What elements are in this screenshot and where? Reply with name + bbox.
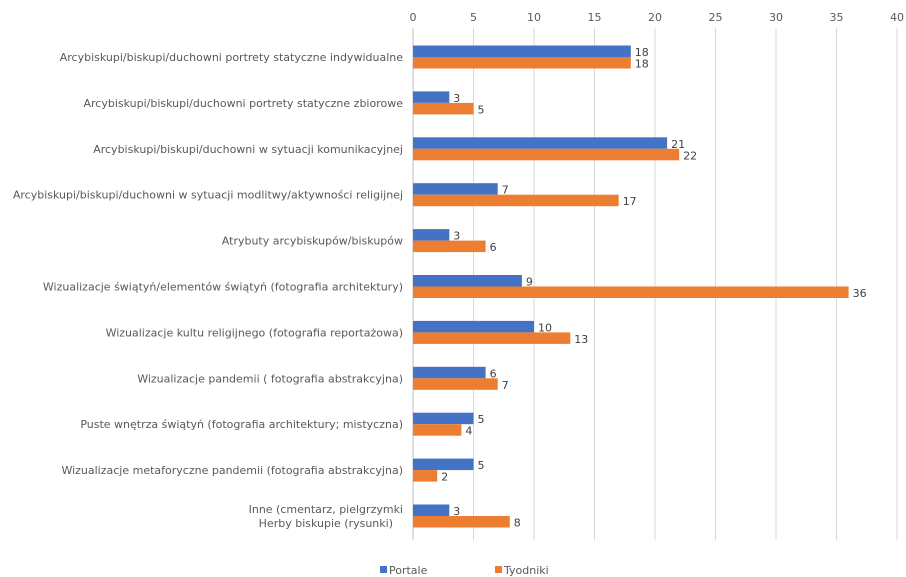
bar-tyodniki (413, 102, 474, 115)
x-tick-label: 35 (830, 11, 844, 24)
x-tick-label: 40 (890, 11, 904, 24)
x-tick-label: 30 (769, 11, 783, 24)
category-label: Puste wnętrza świątyń (fotografia archit… (80, 418, 403, 431)
bar-tyodniki (413, 470, 438, 482)
category-label: Wizualizacje świątyń/elementów świątyń (… (43, 281, 403, 294)
data-label: 13 (574, 333, 588, 346)
data-label: 6 (490, 241, 497, 254)
x-tick-label: 25 (709, 11, 723, 24)
bar-portale (413, 366, 486, 379)
data-label: 5 (478, 413, 485, 426)
bar-portale (413, 504, 450, 516)
x-tick-label: 20 (648, 11, 662, 24)
data-label: 4 (465, 425, 472, 438)
data-label: 10 (538, 321, 552, 334)
category-label: Arcybiskupi/biskupi/duchowni portrety st… (83, 97, 403, 110)
category-label: Wizualizacje pandemii ( fotografia abstr… (137, 372, 403, 385)
category-label: Wizualizacje kultu religijnego (fotograf… (106, 326, 403, 339)
bar-portale (413, 458, 474, 471)
data-label: 3 (453, 230, 460, 243)
category-label: Atrybuty arcybiskupów/biskupów (222, 235, 403, 248)
bar-portale (413, 412, 474, 425)
legend: Portale Tyodniki (380, 564, 549, 577)
bar-tyodniki (413, 57, 631, 69)
data-label: 2 (441, 471, 448, 484)
data-label: 3 (453, 505, 460, 518)
x-tick-label: 5 (470, 11, 477, 24)
legend-swatch (380, 566, 387, 573)
data-label: 22 (683, 149, 697, 162)
category-label: Inne (cmentarz, pielgrzymki Herby biskupi… (249, 503, 403, 530)
bar-portale (413, 183, 498, 195)
category-label: Arcybiskupi/biskupi/duchowni portrety st… (60, 51, 403, 64)
data-label: 18 (635, 46, 649, 59)
category-label: Arcybiskupi/biskupi/duchowni w sytuacji … (93, 143, 403, 156)
category-labels: Arcybiskupi/biskupi/duchowni portrety st… (13, 51, 403, 530)
bar-tyodniki (413, 240, 486, 253)
data-label: 6 (490, 367, 497, 380)
data-label: 18 (635, 58, 649, 71)
bar-tyodniki (413, 424, 462, 436)
data-label: 36 (853, 287, 867, 300)
category-label: Wizualizacje metaforyczne pandemii (foto… (61, 464, 403, 477)
bar-tyodniki (413, 332, 571, 344)
bar-portale (413, 275, 522, 287)
bar-portale (413, 320, 534, 333)
bar-tyodniki (413, 378, 498, 390)
data-label: 21 (671, 138, 685, 151)
category-label: Arcybiskupi/biskupi/duchowni w sytuacji … (13, 189, 403, 202)
bar-portale (413, 229, 450, 241)
x-tick-label: 0 (410, 11, 417, 24)
x-tick-label: 15 (588, 11, 602, 24)
data-label: 3 (453, 92, 460, 105)
bar-tyodniki (413, 194, 619, 207)
legend-label: Portale (389, 564, 428, 577)
data-label: 8 (514, 517, 521, 530)
bar-portale (413, 137, 668, 149)
bar-tyodniki (413, 148, 680, 161)
legend-label: Tyodniki (503, 564, 549, 577)
x-axis-ticks: 0 5 10 15 20 25 30 35 40 (410, 11, 905, 24)
data-label: 7 (502, 184, 509, 197)
bar-portale (413, 45, 631, 57)
bar-tyodniki (413, 286, 849, 298)
data-label: 5 (478, 459, 485, 472)
data-label: 17 (623, 195, 637, 208)
bars (413, 45, 849, 528)
data-label: 5 (478, 103, 485, 116)
legend-swatch (495, 566, 502, 573)
data-label: 7 (502, 379, 509, 392)
bar-tyodniki (413, 516, 510, 528)
bar-portale (413, 91, 450, 103)
x-tick-label: 10 (527, 11, 541, 24)
data-label: 9 (526, 276, 533, 289)
